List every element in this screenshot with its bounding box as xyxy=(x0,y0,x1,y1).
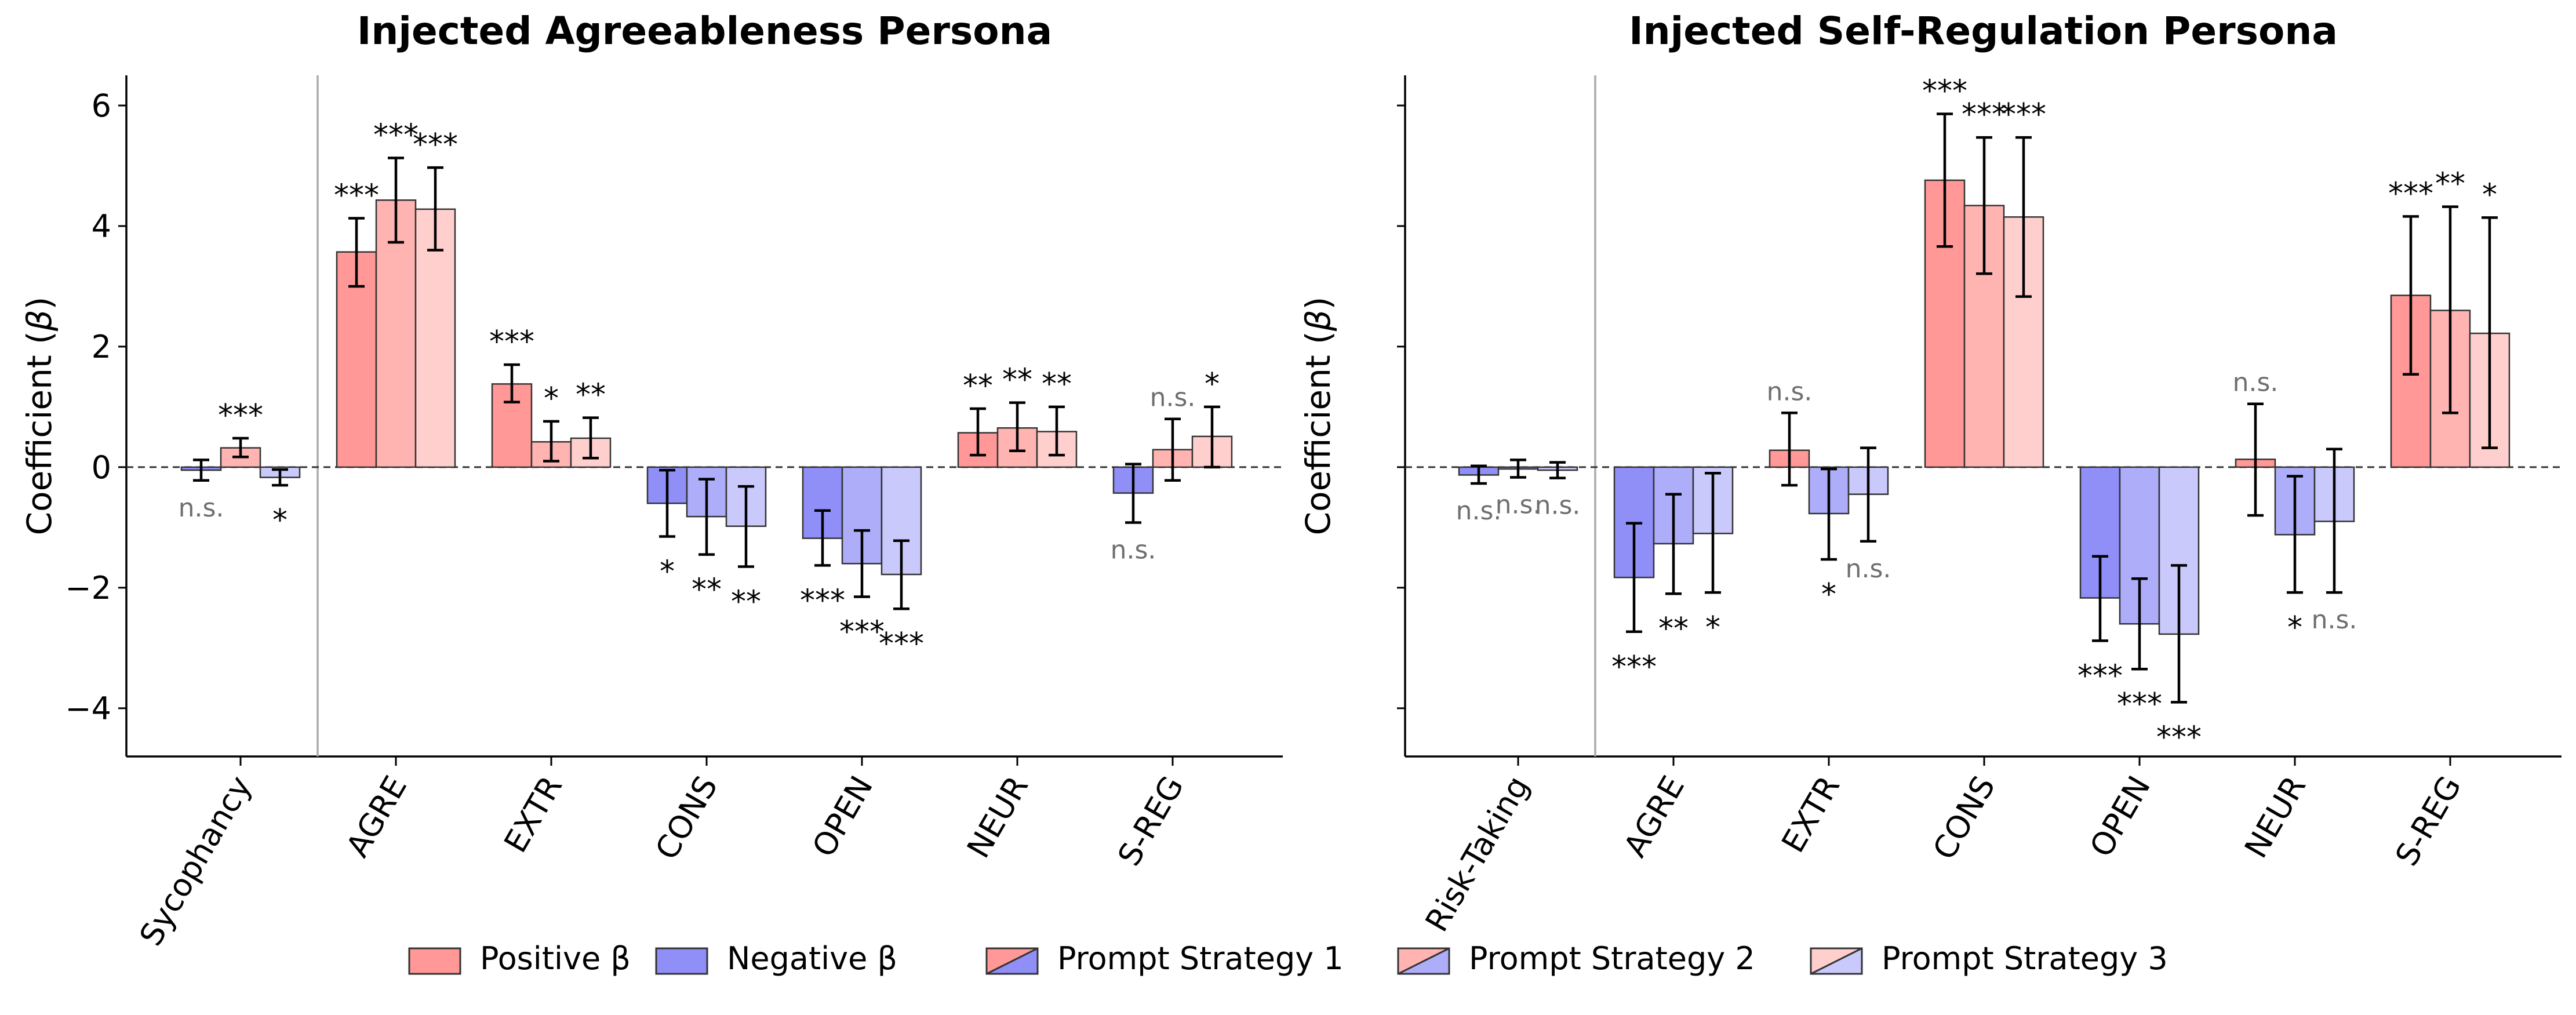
significance-label: * xyxy=(544,381,559,416)
legend-label: Prompt Strategy 1 xyxy=(1057,940,1344,977)
significance-label: *** xyxy=(413,128,458,162)
significance-label: n.s. xyxy=(1496,490,1541,520)
x-tick-label: S-REG xyxy=(2388,770,2468,872)
y-tick-label: 0 xyxy=(92,449,111,486)
legend-swatch-diagonal xyxy=(1810,947,1862,975)
significance-label: * xyxy=(2482,177,2497,212)
significance-label: ** xyxy=(1658,612,1689,646)
significance-label: n.s. xyxy=(2233,368,2279,398)
bar xyxy=(491,383,533,468)
legend-swatch-diagonal xyxy=(1398,947,1450,975)
x-tick-label: EXTR xyxy=(497,770,569,858)
significance-label: ** xyxy=(576,378,606,413)
significance-label: *** xyxy=(839,614,885,649)
y-axis-label-symbol: β xyxy=(1298,310,1338,332)
significance-label: ** xyxy=(731,584,761,619)
y-tick-label: 2 xyxy=(92,329,111,365)
y-axis-label-prefix: Coefficient ( xyxy=(20,331,59,535)
self-regulation-panel: Injected Self-Regulation Persona Coeffici… xyxy=(1298,9,2562,938)
significance-label: n.s. xyxy=(1846,554,1891,584)
y-axis-label-suffix: ) xyxy=(20,297,59,310)
y-tick-label: 4 xyxy=(92,208,111,245)
significance-label: n.s. xyxy=(1111,536,1156,565)
x-tick-label: AGRE xyxy=(339,770,414,863)
legend-swatch-diagonal xyxy=(986,947,1038,975)
significance-label: n.s. xyxy=(179,493,224,523)
y-tick-label: −2 xyxy=(65,570,111,606)
x-tick-label: Risk-Taking xyxy=(1418,770,1537,938)
x-tick-label: CONS xyxy=(648,770,725,866)
y-tick-label: −4 xyxy=(65,690,111,727)
x-tick-label: S-REG xyxy=(1111,770,1191,872)
chart-title: Injected Self-Regulation Persona xyxy=(1629,9,2338,53)
significance-label: ** xyxy=(692,573,722,607)
significance-label: * xyxy=(660,554,675,589)
significance-label: ** xyxy=(1042,367,1072,402)
significance-label: *** xyxy=(2001,97,2046,132)
significance-label: ** xyxy=(963,369,993,403)
x-tick-label: OPEN xyxy=(805,770,880,863)
significance-label: *** xyxy=(1962,97,2007,132)
significance-label: *** xyxy=(334,178,379,213)
legend-swatch-negative xyxy=(655,947,708,975)
x-tick-label: CONS xyxy=(1926,770,2002,866)
significance-label: *** xyxy=(218,398,263,433)
x-tick-label: NEUR xyxy=(960,770,1035,864)
significance-label: * xyxy=(2287,610,2302,645)
significance-label: n.s. xyxy=(1767,377,1813,406)
legend-label: Negative β xyxy=(727,940,897,977)
legend-label: Prompt Strategy 2 xyxy=(1469,940,1755,977)
significance-label: *** xyxy=(489,325,534,359)
significance-label: ** xyxy=(2435,167,2465,202)
legend: Positive β Negative β Prompt Strategy 1 Pro… xyxy=(408,940,2168,977)
significance-label: *** xyxy=(1611,650,1657,685)
significance-label: *** xyxy=(800,583,845,618)
legend-label: Positive β xyxy=(480,940,631,977)
significance-label: *** xyxy=(1922,74,1967,109)
significance-label: n.s. xyxy=(2312,605,2357,635)
y-axis-label-symbol: β xyxy=(20,310,59,332)
significance-label: * xyxy=(272,503,288,538)
significance-label: *** xyxy=(2077,659,2123,693)
legend-swatch-border xyxy=(985,947,1039,975)
legend-swatch-border xyxy=(1397,947,1450,975)
legend-swatch-positive xyxy=(408,947,461,975)
legend-swatch-border xyxy=(1810,947,1863,975)
significance-label: * xyxy=(1205,367,1220,402)
significance-label: n.s. xyxy=(1535,491,1581,521)
significance-label: *** xyxy=(2117,687,2162,722)
y-tick-label: 6 xyxy=(92,88,111,124)
significance-label: n.s. xyxy=(1456,496,1502,526)
y-axis-label-suffix: ) xyxy=(1298,297,1338,310)
significance-label: * xyxy=(1821,577,1836,612)
significance-label: ** xyxy=(1002,363,1032,398)
y-axis-label-prefix: Coefficient ( xyxy=(1298,331,1338,535)
significance-label: n.s. xyxy=(1150,383,1196,413)
chart-title: Injected Agreeableness Persona xyxy=(357,9,1052,53)
significance-label: * xyxy=(1705,610,1720,645)
x-tick-label: EXTR xyxy=(1774,770,1847,858)
significance-label: *** xyxy=(879,627,924,661)
legend-label: Prompt Strategy 3 xyxy=(1882,940,2168,977)
x-tick-label: OPEN xyxy=(2083,770,2157,863)
agreeableness-panel: Injected Agreeableness Persona −4 −2 0 2 4 6 Co… xyxy=(20,9,1283,952)
x-tick-label: Sycophancy xyxy=(132,770,259,952)
significance-label: *** xyxy=(373,118,419,152)
significance-label: *** xyxy=(2156,720,2202,755)
y-axis-label: Coefficient (β) xyxy=(1298,297,1338,536)
x-tick-label: NEUR xyxy=(2237,770,2313,864)
x-tick-label: AGRE xyxy=(1617,770,1691,863)
y-axis-label: Coefficient (β) xyxy=(20,297,59,536)
significance-label: *** xyxy=(2388,176,2433,211)
